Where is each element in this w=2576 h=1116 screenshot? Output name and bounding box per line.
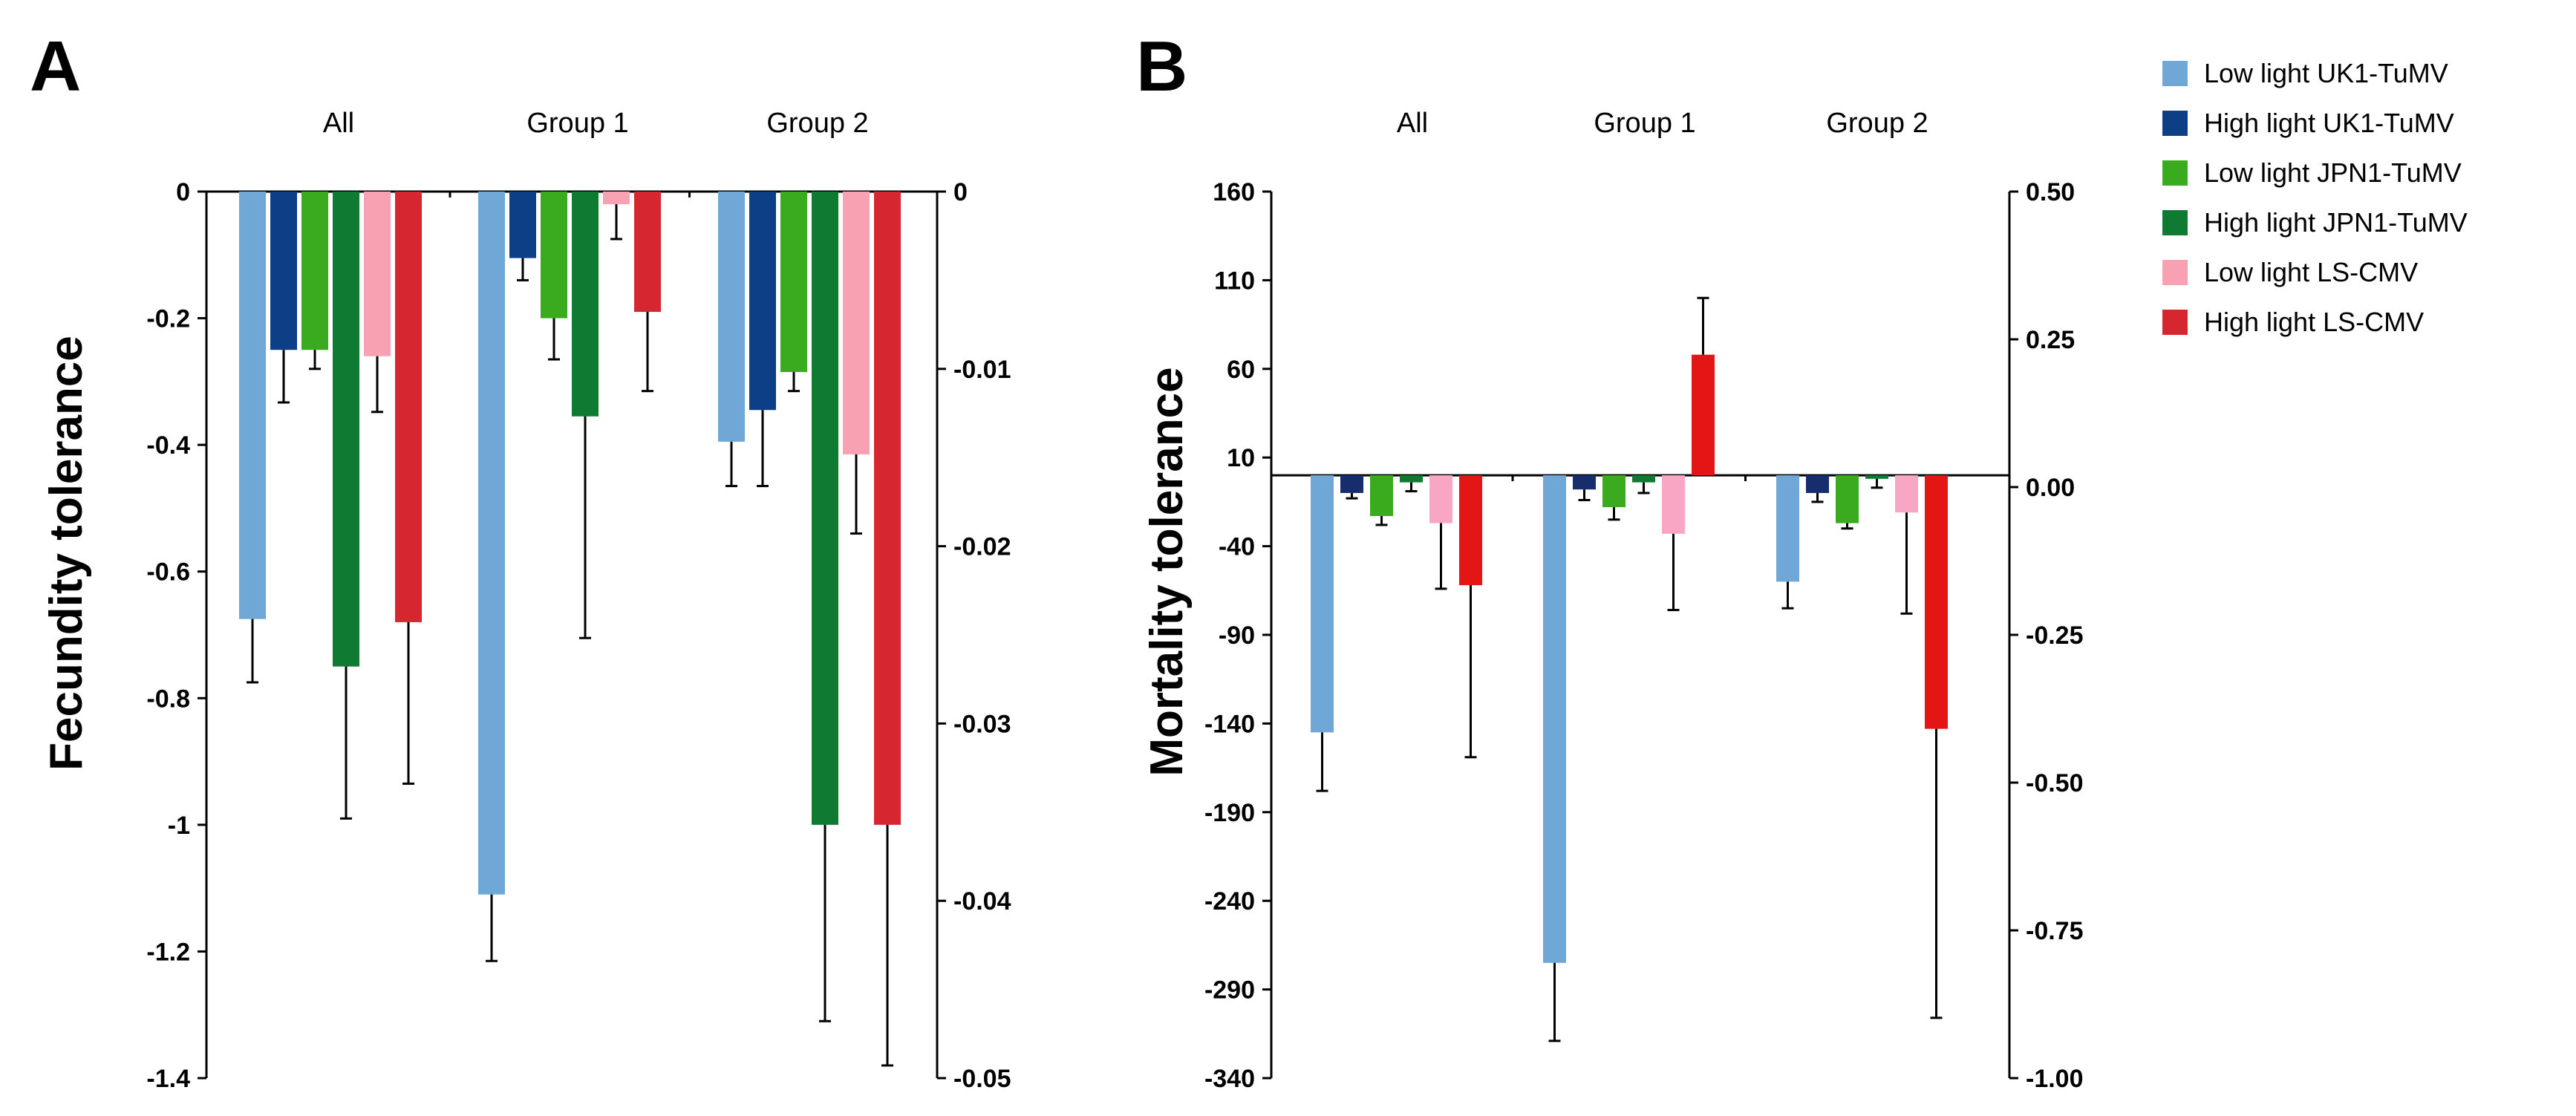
- panel-b-right-tick-label: 0.50: [2026, 178, 2075, 206]
- legend: Low light UK1-TuMV High light UK1-TuMV Low…: [2162, 58, 2468, 337]
- legend-swatch-high-light-jpn1-tumv: [2162, 210, 2188, 235]
- panel-a-bar-high-light-ls-cmv-group-1: [634, 192, 661, 313]
- panel-a-right-tick-label: -0.02: [953, 533, 1011, 561]
- panel-a-bar-low-light-uk1-tumv-group-1: [478, 192, 505, 895]
- panel-a-bar-low-light-jpn1-tumv-group-2: [780, 192, 807, 373]
- legend-label-low-light-ls-cmv: Low light LS-CMV: [2204, 257, 2418, 287]
- panel-a-bar-low-light-ls-cmv-all: [364, 192, 391, 356]
- panel-a-left-tick-label: -0.4: [146, 431, 190, 460]
- panel-a-bar-high-light-uk1-tumv-group-1: [509, 192, 536, 258]
- panel-b-y-axis-title: Mortality tolerance: [1141, 367, 1193, 776]
- panel-b-right-tick-label: -0.25: [2026, 621, 2084, 650]
- panel-b-bar-low-light-uk1-tumv-all: [1311, 475, 1334, 733]
- panel-a-bar-high-light-jpn1-tumv-group-1: [572, 192, 599, 417]
- panel-a-bar-low-light-jpn1-tumv-group-1: [541, 192, 567, 319]
- panel-b-bar-low-light-jpn1-tumv-all: [1370, 475, 1393, 517]
- panel-a-right-tick-label: -0.03: [953, 710, 1011, 738]
- panel-b-right-tick-label: 0.25: [2026, 326, 2075, 354]
- panel-a-bar-high-light-uk1-tumv-group-2: [749, 192, 776, 411]
- panel-b-group-label-group-2: Group 2: [1826, 108, 1928, 139]
- panel-a-chart: 0 -0.2 -0.4 -0.6 -0.8 -1 -1.2 -1.4 0 -0.01 -0.02 -0…: [146, 178, 1011, 1093]
- panel-b-right-tick-label: -0.50: [2026, 769, 2084, 797]
- panel-a-bar-low-light-ls-cmv-group-2: [843, 192, 870, 454]
- panel-b-left-tick-label: -140: [1204, 710, 1255, 738]
- legend-swatch-low-light-uk1-tumv: [2162, 61, 2188, 86]
- panel-b-bar-low-light-uk1-tumv-group-1: [1543, 475, 1566, 963]
- panel-b-group-label-all: All: [1397, 108, 1428, 139]
- panel-a-bar-high-light-ls-cmv-all: [395, 192, 422, 622]
- panel-a-left-tick-label: 0: [176, 178, 190, 206]
- legend-label-low-light-jpn1-tumv: Low light JPN1-TuMV: [2204, 157, 2462, 188]
- panel-a-bar-low-light-uk1-tumv-group-2: [718, 192, 745, 442]
- panel-a-bar-high-light-jpn1-tumv-group-2: [812, 192, 838, 825]
- panel-b-chart: 160 110 60 10 -40 -90 -140 -190 -240 -290 -340 0.50…: [1204, 178, 2084, 1093]
- panel-a-letter: A: [30, 27, 81, 106]
- panel-a-right-tick-label: -0.05: [953, 1065, 1011, 1093]
- panel-a-bar-low-light-uk1-tumv-all: [239, 192, 266, 619]
- panel-b-right-tick-label: 0.00: [2026, 474, 2075, 502]
- legend-swatch-low-light-ls-cmv: [2162, 260, 2188, 285]
- panel-b-letter: B: [1136, 27, 1187, 106]
- panel-a-y-axis-title: Fecundity tolerance: [41, 336, 92, 771]
- panel-a-bar-high-light-uk1-tumv-all: [270, 192, 297, 350]
- panel-a-left-tick-label: -1.2: [146, 938, 190, 966]
- panel-b-bar-high-light-uk1-tumv-group-1: [1573, 475, 1596, 490]
- panel-b-bar-high-light-ls-cmv-all: [1459, 475, 1482, 586]
- panel-b-right-tick-label: -0.75: [2026, 917, 2084, 945]
- panel-b-bar-high-light-jpn1-tumv-all: [1400, 475, 1423, 483]
- panel-b-bar-low-light-ls-cmv-all: [1429, 475, 1452, 523]
- panel-b-left-tick-label: -290: [1204, 976, 1255, 1005]
- legend-label-low-light-uk1-tumv: Low light UK1-TuMV: [2204, 58, 2448, 88]
- panel-b-left-tick-label: 160: [1213, 178, 1255, 206]
- panel-a-left-tick-label: -1.4: [146, 1065, 190, 1093]
- panel-b-left-tick-label: -90: [1219, 621, 1255, 650]
- panel-b-bar-low-light-uk1-tumv-group-2: [1776, 475, 1799, 582]
- panel-b-left-tick-label: -340: [1204, 1065, 1255, 1093]
- panel-b-left-tick-label: -190: [1204, 799, 1255, 827]
- panel-a-bar-high-light-jpn1-tumv-all: [333, 192, 359, 667]
- panel-a-group-label-all: All: [323, 108, 354, 139]
- panel-b-bar-high-light-ls-cmv-group-1: [1692, 354, 1715, 476]
- panel-b-group-label-group-1: Group 1: [1594, 108, 1695, 139]
- panel-a-bar-low-light-jpn1-tumv-all: [301, 192, 328, 350]
- panel-a-left-tick-label: -0.2: [146, 305, 190, 333]
- legend-swatch-high-light-uk1-tumv: [2162, 111, 2188, 136]
- legend-swatch-low-light-jpn1-tumv: [2162, 160, 2188, 186]
- panel-a-bar-low-light-ls-cmv-group-1: [603, 192, 630, 205]
- panel-a-group-label-group-1: Group 1: [526, 108, 628, 139]
- panel-b-bar-low-light-ls-cmv-group-2: [1895, 475, 1918, 513]
- panel-b-bar-high-light-uk1-tumv-all: [1340, 475, 1363, 493]
- panel-a-right-tick-label: -0.01: [953, 356, 1011, 384]
- legend-swatch-high-light-ls-cmv: [2162, 310, 2188, 335]
- panel-a-left-tick-label: -0.6: [146, 558, 190, 587]
- panel-b-bar-low-light-ls-cmv-group-1: [1662, 475, 1685, 534]
- legend-label-high-light-ls-cmv: High light LS-CMV: [2204, 307, 2424, 337]
- panel-b-left-tick-label: 110: [1214, 267, 1255, 295]
- legend-label-high-light-jpn1-tumv: High light JPN1-TuMV: [2204, 207, 2468, 238]
- panel-b-bar-high-light-jpn1-tumv-group-2: [1865, 475, 1888, 479]
- panel-b-left-tick-label: -40: [1219, 533, 1255, 561]
- panel-b-bar-high-light-jpn1-tumv-group-1: [1632, 475, 1655, 483]
- panel-b-bar-low-light-jpn1-tumv-group-1: [1602, 475, 1626, 508]
- panel-a-right-tick-label: 0: [953, 178, 968, 206]
- panel-b-bar-low-light-jpn1-tumv-group-2: [1836, 475, 1859, 523]
- panel-a-bar-high-light-ls-cmv-group-2: [874, 192, 901, 825]
- panel-a-left-tick-label: -1: [168, 812, 190, 840]
- panel-a-right-tick-label: -0.04: [953, 887, 1011, 916]
- panel-b-bar-high-light-uk1-tumv-group-2: [1806, 475, 1829, 493]
- panel-a-left-tick-label: -0.8: [146, 685, 190, 713]
- panel-b-left-tick-label: -240: [1204, 887, 1255, 916]
- panel-b-bar-high-light-ls-cmv-group-2: [1925, 475, 1948, 729]
- legend-label-high-light-uk1-tumv: High light UK1-TuMV: [2204, 108, 2454, 138]
- panel-b-left-tick-label: 60: [1227, 356, 1255, 384]
- panel-b-left-tick-label: 10: [1227, 444, 1255, 472]
- panel-b-right-tick-label: -1.00: [2026, 1065, 2084, 1093]
- panel-a-group-label-group-2: Group 2: [766, 108, 868, 139]
